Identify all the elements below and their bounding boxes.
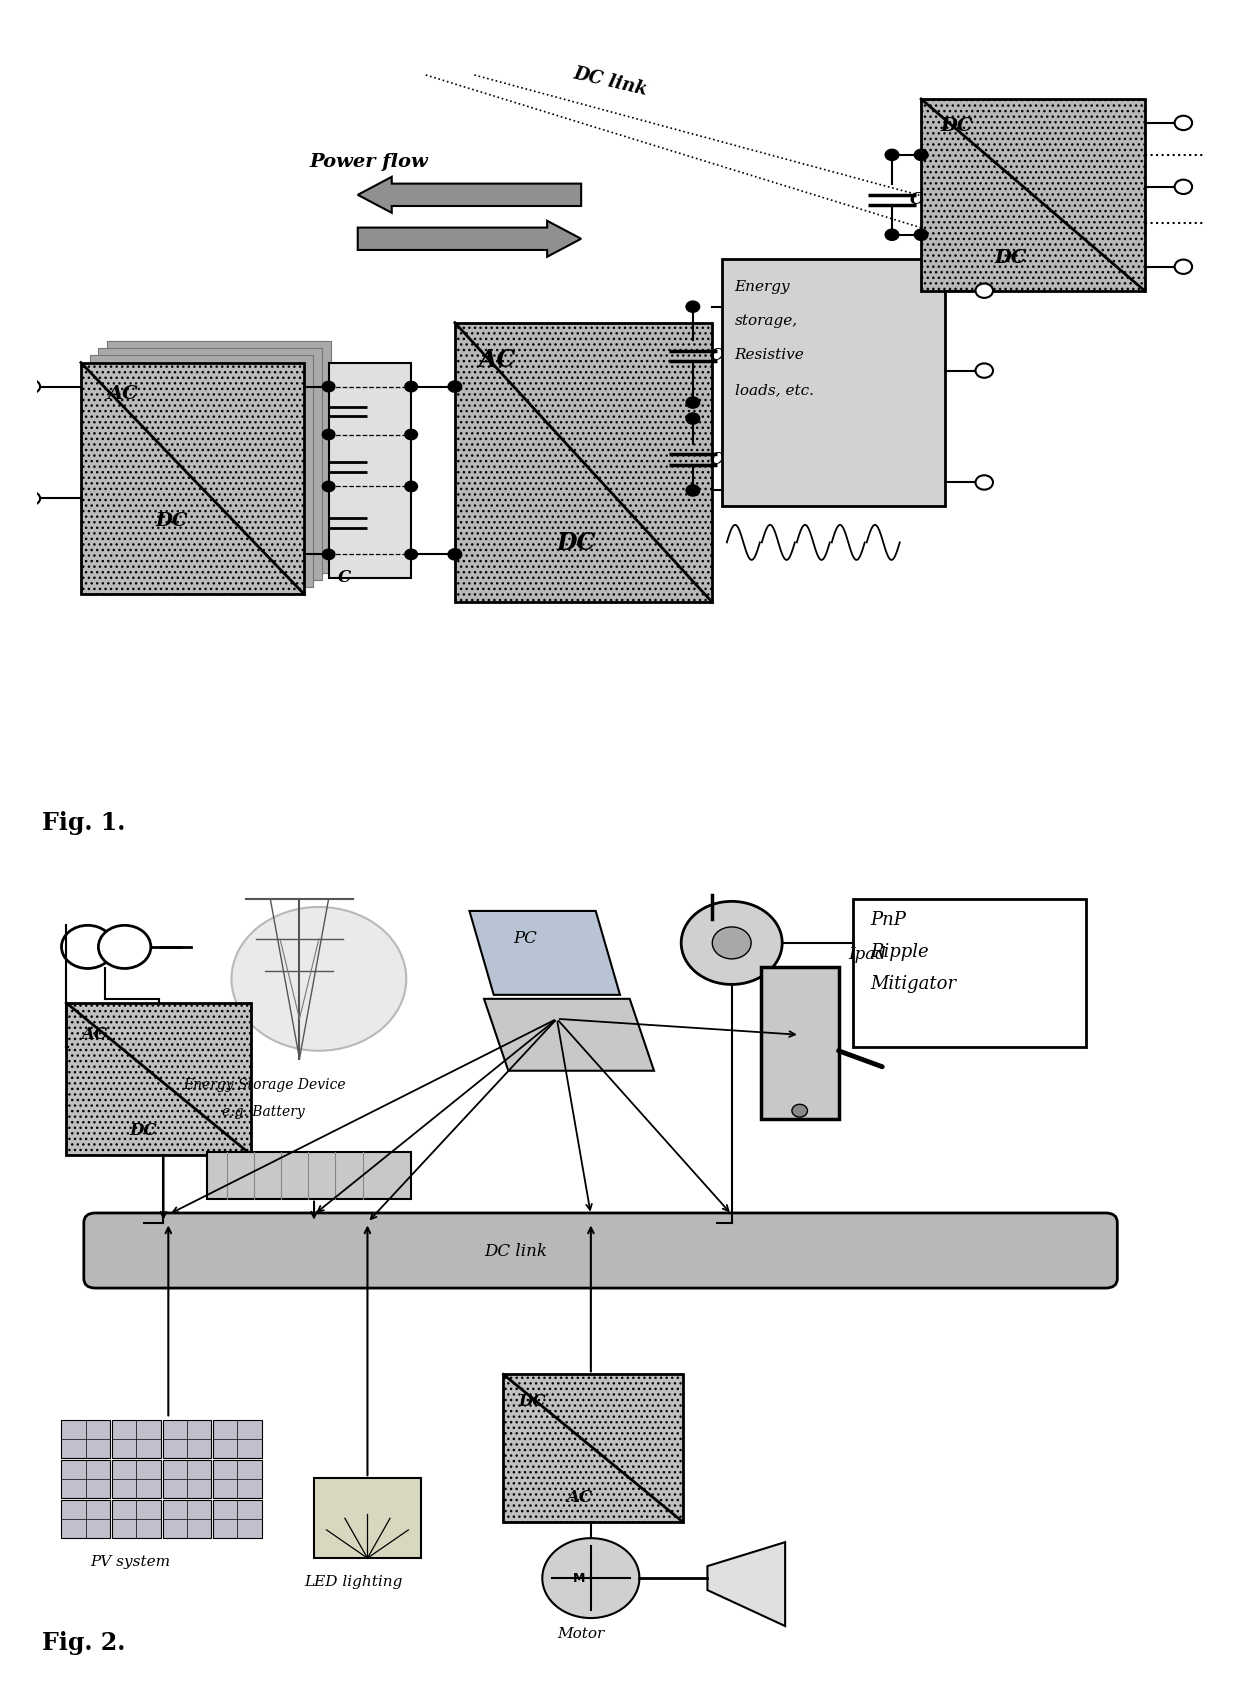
Circle shape xyxy=(1174,260,1192,274)
Text: e.g. Battery: e.g. Battery xyxy=(222,1105,305,1119)
Circle shape xyxy=(448,549,461,559)
Circle shape xyxy=(686,413,699,423)
Circle shape xyxy=(404,430,418,440)
Circle shape xyxy=(448,381,461,393)
Polygon shape xyxy=(761,967,838,1119)
Text: Power flow: Power flow xyxy=(309,153,428,172)
Bar xyxy=(112,1499,160,1539)
Bar xyxy=(921,99,1145,291)
Text: C: C xyxy=(711,347,724,364)
Circle shape xyxy=(62,925,114,969)
Bar xyxy=(112,1420,160,1459)
Text: DC: DC xyxy=(557,532,596,556)
Bar xyxy=(162,1460,211,1498)
Text: C: C xyxy=(339,570,352,586)
Bar xyxy=(213,1499,262,1539)
Text: PC: PC xyxy=(513,930,537,947)
Circle shape xyxy=(322,381,335,391)
Text: Energy Storage Device: Energy Storage Device xyxy=(184,1078,346,1091)
Circle shape xyxy=(914,230,928,240)
Text: storage,: storage, xyxy=(734,314,797,328)
Circle shape xyxy=(25,381,40,393)
Text: Fig. 1.: Fig. 1. xyxy=(42,811,125,835)
Text: DC link: DC link xyxy=(572,65,650,99)
Circle shape xyxy=(542,1538,640,1618)
Circle shape xyxy=(712,927,751,959)
Bar xyxy=(207,1153,412,1198)
Text: Mitigator: Mitigator xyxy=(870,976,957,993)
Text: LED lighting: LED lighting xyxy=(304,1576,403,1590)
Circle shape xyxy=(914,150,928,160)
Circle shape xyxy=(98,925,151,969)
Bar xyxy=(81,362,304,595)
Text: DC link: DC link xyxy=(484,1243,547,1260)
Text: DC: DC xyxy=(129,1122,157,1139)
Circle shape xyxy=(322,430,335,440)
Polygon shape xyxy=(470,911,620,994)
Circle shape xyxy=(885,150,899,160)
Circle shape xyxy=(404,549,418,559)
Circle shape xyxy=(404,381,418,391)
Text: Motor: Motor xyxy=(557,1627,604,1640)
Bar xyxy=(503,1374,683,1522)
Circle shape xyxy=(322,481,335,491)
Text: PnP: PnP xyxy=(870,911,906,930)
Text: DC: DC xyxy=(518,1394,546,1411)
Circle shape xyxy=(686,301,699,313)
Bar xyxy=(107,342,331,573)
Text: PV system: PV system xyxy=(91,1556,171,1569)
Circle shape xyxy=(1174,180,1192,194)
FancyBboxPatch shape xyxy=(84,1214,1117,1289)
Circle shape xyxy=(976,364,993,377)
Bar xyxy=(89,355,312,586)
Text: AC: AC xyxy=(567,1489,593,1506)
Text: M: M xyxy=(573,1572,585,1584)
Circle shape xyxy=(404,481,418,491)
Text: C: C xyxy=(711,450,724,468)
Bar xyxy=(455,323,712,602)
Polygon shape xyxy=(707,1542,785,1625)
Bar xyxy=(329,362,412,578)
Text: loads, etc.: loads, etc. xyxy=(734,384,813,398)
Circle shape xyxy=(792,1105,807,1117)
Text: Resistive: Resistive xyxy=(734,348,805,362)
Bar xyxy=(98,348,322,580)
Bar xyxy=(314,1479,420,1559)
Circle shape xyxy=(25,491,40,505)
Text: DC: DC xyxy=(994,248,1027,267)
Text: AC: AC xyxy=(479,347,516,372)
Bar xyxy=(62,1499,110,1539)
Bar xyxy=(66,1003,250,1154)
Circle shape xyxy=(976,476,993,490)
Text: DC: DC xyxy=(156,512,188,530)
Circle shape xyxy=(686,398,699,408)
Bar xyxy=(62,1460,110,1498)
Bar xyxy=(112,1460,160,1498)
Circle shape xyxy=(686,484,699,496)
Circle shape xyxy=(681,901,782,984)
Bar xyxy=(162,1420,211,1459)
Circle shape xyxy=(976,284,993,298)
Bar xyxy=(162,1499,211,1539)
Circle shape xyxy=(1174,116,1192,131)
Circle shape xyxy=(322,549,335,559)
Text: DC: DC xyxy=(941,117,973,134)
Text: AC: AC xyxy=(81,1025,107,1042)
Circle shape xyxy=(885,230,899,240)
Bar xyxy=(853,899,1086,1047)
Bar xyxy=(62,1420,110,1459)
Text: Fig. 2.: Fig. 2. xyxy=(42,1630,125,1656)
FancyArrow shape xyxy=(357,221,582,257)
Circle shape xyxy=(232,908,407,1051)
Text: AC: AC xyxy=(107,384,138,403)
Text: Ripple: Ripple xyxy=(870,944,929,960)
FancyArrow shape xyxy=(357,177,582,212)
Text: Energy: Energy xyxy=(734,280,790,294)
Text: Ipad: Ipad xyxy=(848,945,887,962)
Polygon shape xyxy=(484,1000,653,1071)
Text: C: C xyxy=(909,192,923,209)
Bar xyxy=(213,1420,262,1459)
Bar xyxy=(722,258,945,507)
Bar xyxy=(213,1460,262,1498)
